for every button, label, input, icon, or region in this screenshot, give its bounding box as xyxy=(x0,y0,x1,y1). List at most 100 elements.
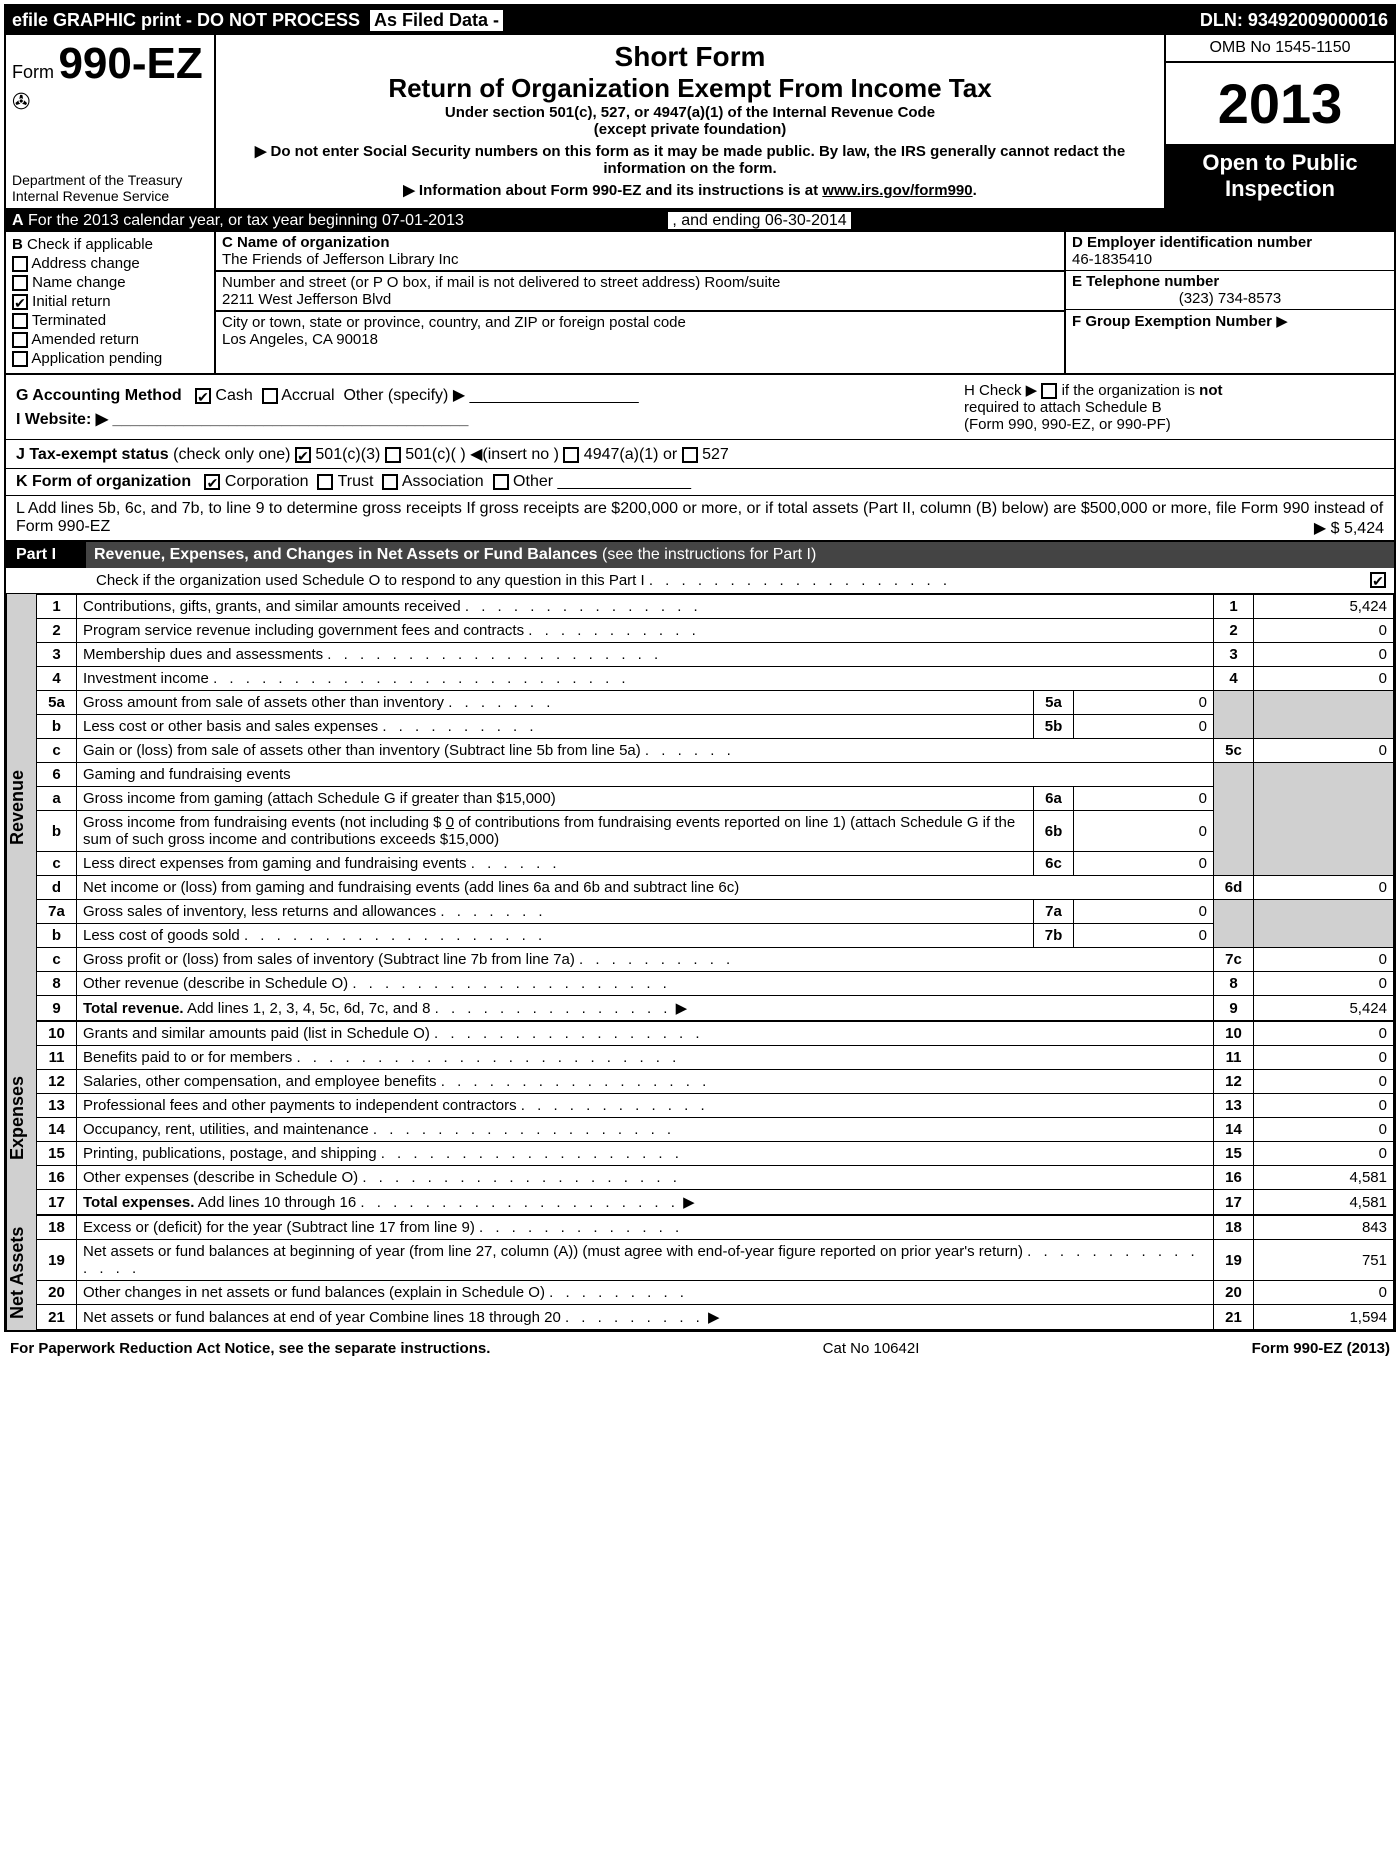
l17-rval: 4,581 xyxy=(1254,1190,1394,1215)
chk-501c[interactable] xyxy=(385,447,401,463)
table-row: 10Grants and similar amounts paid (list … xyxy=(37,1022,1394,1046)
l6c-num: c xyxy=(37,852,77,876)
footer-mid: Cat No 10642I xyxy=(823,1340,920,1357)
chk-trust[interactable] xyxy=(317,474,333,490)
chk-name[interactable] xyxy=(12,275,28,291)
header-row: Form 990-EZ ✇ Department of the Treasury… xyxy=(6,35,1394,210)
l2-rval: 0 xyxy=(1254,619,1394,643)
table-row: 18Excess or (deficit) for the year (Subt… xyxy=(37,1216,1394,1240)
l5c-rval: 0 xyxy=(1254,739,1394,763)
form-prefix: Form xyxy=(12,62,54,82)
l6a-num: a xyxy=(37,787,77,811)
table-row: 11Benefits paid to or for members . . . … xyxy=(37,1046,1394,1070)
asfiled-label: As Filed Data - xyxy=(370,10,503,31)
section-l: L Add lines 5b, 6c, and 7b, to line 9 to… xyxy=(6,496,1394,542)
l19-num: 19 xyxy=(37,1240,77,1281)
expenses-label: Expenses xyxy=(6,1021,36,1215)
row-a-prefix: A xyxy=(12,212,24,229)
k-label: K Form of organization xyxy=(16,473,191,490)
header-center: Short Form Return of Organization Exempt… xyxy=(216,35,1164,208)
revenue-section: Revenue 1 Contributions, gifts, grants, … xyxy=(6,594,1394,1021)
l16-rval: 4,581 xyxy=(1254,1166,1394,1190)
l6-num: 6 xyxy=(37,763,77,787)
l10-rnum: 10 xyxy=(1214,1022,1254,1046)
l21-rval: 1,594 xyxy=(1254,1305,1394,1330)
l6b-inbox: 6b xyxy=(1034,811,1074,852)
chk-amended[interactable] xyxy=(12,332,28,348)
l5a-desc: Gross amount from sale of assets other t… xyxy=(83,694,444,711)
header-right: OMB No 1545-1150 2013 Open to Public Ins… xyxy=(1164,35,1394,208)
chk-h[interactable] xyxy=(1041,383,1057,399)
tax-year: 2013 xyxy=(1166,63,1394,144)
l2-num: 2 xyxy=(37,619,77,643)
lbl-name: Name change xyxy=(32,274,125,291)
e-val: (323) 734-8573 xyxy=(1072,290,1388,307)
netassets-table: 18Excess or (deficit) for the year (Subt… xyxy=(36,1215,1394,1330)
section-bc: B Check if applicable Address change Nam… xyxy=(6,232,1394,375)
table-row: c Less direct expenses from gaming and f… xyxy=(37,852,1394,876)
table-row: c Gain or (loss) from sale of assets oth… xyxy=(37,739,1394,763)
chk-527[interactable] xyxy=(682,447,698,463)
l14-rval: 0 xyxy=(1254,1118,1394,1142)
table-row: 2 Program service revenue including gove… xyxy=(37,619,1394,643)
table-row: 1 Contributions, gifts, grants, and simi… xyxy=(37,595,1394,619)
d-val: 46-1835410 xyxy=(1072,251,1388,268)
warning2-link[interactable]: www.irs.gov/form990 xyxy=(822,182,972,199)
l7c-rnum: 7c xyxy=(1214,948,1254,972)
l20-desc: Other changes in net assets or fund bala… xyxy=(83,1284,545,1301)
l5a-inval: 0 xyxy=(1074,691,1214,715)
form-number: 990-EZ xyxy=(58,39,202,88)
l9-desc2: Add lines 1, 2, 3, 4, 5c, 6d, 7c, and 8 xyxy=(187,1000,431,1017)
l17-desc2: Add lines 10 through 16 xyxy=(198,1194,356,1211)
chk-initial[interactable] xyxy=(12,294,28,310)
c-city: Los Angeles, CA 90018 xyxy=(222,331,1058,348)
l5c-desc: Gain or (loss) from sale of assets other… xyxy=(83,742,641,759)
top-bar: efile GRAPHIC print - DO NOT PROCESS As … xyxy=(6,6,1394,35)
chk-assoc[interactable] xyxy=(382,474,398,490)
chk-accrual[interactable] xyxy=(262,388,278,404)
l7b-inval: 0 xyxy=(1074,924,1214,948)
i-label: I Website: ▶ xyxy=(16,411,108,428)
footer-left: For Paperwork Reduction Act Notice, see … xyxy=(10,1340,490,1357)
table-row: b Gross income from fundraising events (… xyxy=(37,811,1394,852)
l21-rnum: 21 xyxy=(1214,1305,1254,1330)
chk-4947[interactable] xyxy=(563,447,579,463)
table-row: 17Total expenses. Add lines 10 through 1… xyxy=(37,1190,1394,1215)
chk-501c3[interactable] xyxy=(295,447,311,463)
table-row: b Less cost or other basis and sales exp… xyxy=(37,715,1394,739)
l10-rval: 0 xyxy=(1254,1022,1394,1046)
l3-rval: 0 xyxy=(1254,643,1394,667)
lbl-527: 527 xyxy=(702,446,729,463)
efile-text: efile GRAPHIC print - DO NOT PROCESS xyxy=(12,10,360,31)
revenue-label: Revenue xyxy=(6,594,36,1021)
l6c-inbox: 6c xyxy=(1034,852,1074,876)
chk-other-org[interactable] xyxy=(493,474,509,490)
l12-rnum: 12 xyxy=(1214,1070,1254,1094)
l21-desc: Net assets or fund balances at end of ye… xyxy=(83,1309,561,1326)
l13-desc: Professional fees and other payments to … xyxy=(83,1097,517,1114)
l15-num: 15 xyxy=(37,1142,77,1166)
short-form-title: Short Form xyxy=(226,41,1154,73)
part-i-title: Revenue, Expenses, and Changes in Net As… xyxy=(94,546,598,563)
l6c-desc: Less direct expenses from gaming and fun… xyxy=(83,855,467,872)
table-row: 7a Gross sales of inventory, less return… xyxy=(37,900,1394,924)
l5b-inval: 0 xyxy=(1074,715,1214,739)
l21-num: 21 xyxy=(37,1305,77,1330)
l20-rnum: 20 xyxy=(1214,1281,1254,1305)
chk-corp[interactable] xyxy=(204,474,220,490)
l19-desc: Net assets or fund balances at beginning… xyxy=(83,1243,1023,1260)
l11-rnum: 11 xyxy=(1214,1046,1254,1070)
chk-address[interactable] xyxy=(12,256,28,272)
c-city-label: City or town, state or province, country… xyxy=(222,314,1058,331)
chk-pending[interactable] xyxy=(12,351,28,367)
l15-rval: 0 xyxy=(1254,1142,1394,1166)
chk-schedule-o[interactable] xyxy=(1370,572,1386,588)
l18-rnum: 18 xyxy=(1214,1216,1254,1240)
chk-terminated[interactable] xyxy=(12,313,28,329)
l7a-desc: Gross sales of inventory, less returns a… xyxy=(83,903,436,920)
section-ghi: H Check ▶ if the organization is not req… xyxy=(6,375,1394,440)
chk-cash[interactable] xyxy=(195,388,211,404)
box-def: D Employer identification number 46-1835… xyxy=(1064,232,1394,373)
warning2: ▶ Information about Form 990-EZ and its … xyxy=(403,182,822,199)
l17-desc: Total expenses. xyxy=(83,1194,194,1211)
